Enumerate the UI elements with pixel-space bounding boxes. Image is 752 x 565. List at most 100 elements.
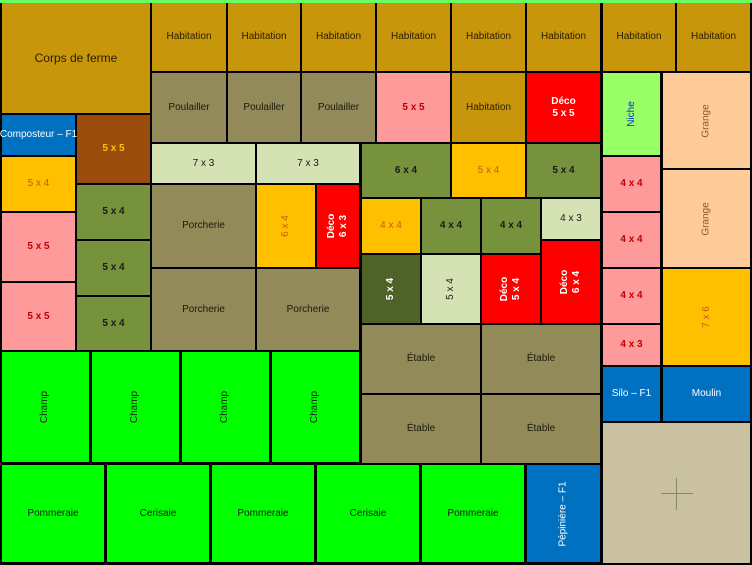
plot-label: Déco [551, 95, 576, 107]
plot: Déco 6 x 3 [317, 185, 359, 267]
plot: Pépinière – F1 [527, 465, 600, 562]
plot: Niche [603, 73, 660, 155]
plot: Habitation [452, 3, 525, 71]
plot: Champ [272, 352, 359, 462]
plot-text: Habitation [391, 31, 436, 43]
plot-text: 5 x 4 [102, 262, 124, 274]
plot-text: 5 x 4 [478, 165, 500, 177]
plot: Poulailler [152, 73, 226, 142]
plot: 4 x 4 [422, 199, 480, 253]
plot: Habitation [302, 3, 375, 71]
plot-label: Habitation [690, 31, 737, 42]
plot: Cerisaie [107, 465, 209, 562]
plot: 5 x 5 [77, 115, 150, 183]
plot-label: Habitation [465, 101, 512, 113]
plot-label: 5 x 4 [385, 277, 396, 301]
plot-text: 4 x 4 [620, 290, 642, 302]
plot: 6 x 4 [362, 144, 450, 197]
plot-label: Poulailler [168, 101, 210, 113]
plot: Grange [663, 170, 750, 267]
plot: 5 x 4 [77, 241, 150, 295]
plot-label: 6 x 4 [394, 164, 418, 176]
plot-label: Habitation [390, 31, 437, 42]
plot-text: Étable [407, 423, 435, 435]
plot-label: Composteur – F1 [0, 129, 78, 140]
plot-label: 4 x 4 [380, 220, 402, 231]
plot-text: 7 x 6 [701, 306, 713, 328]
plot-label: Habitation [465, 31, 512, 42]
plot-text: Champ [310, 391, 322, 423]
plot: 7 x 6 [663, 269, 750, 365]
plot-label: 6 x 4 [280, 215, 291, 237]
plot-text: 5 x 4 [552, 165, 574, 177]
plot-label: Moulin [691, 388, 722, 399]
plot-label: Niche [625, 101, 637, 127]
plot: Poulailler [228, 73, 300, 142]
plot: 7 x 3 [257, 144, 359, 183]
plot-text: Pommeraie [447, 508, 498, 520]
plot: Composteur – F1 [0, 115, 78, 155]
plot-text: Habitation [616, 31, 661, 43]
plot-text: Poulailler [318, 102, 359, 114]
plot-text: Grange [700, 104, 712, 137]
plot-text: Étable [527, 423, 555, 435]
plot-text: 4 x 4 [500, 220, 522, 232]
plot-label: 5 x 5 [27, 310, 50, 322]
plot-label: Silo – F1 [611, 388, 652, 399]
plot: 4 x 4 [482, 199, 540, 253]
plot-text: Habitation [691, 31, 736, 43]
plot-text: 5 x 4 [28, 178, 50, 190]
plot-text: Champ [130, 391, 142, 423]
plot-label: Porcherie [286, 303, 330, 315]
plot-text: Champ [40, 391, 52, 423]
plot-text: Moulin [692, 388, 721, 400]
plot-text: 7 x 3 [297, 158, 319, 170]
plot: Cerisaie [317, 465, 419, 562]
plot: 5 x 4 [2, 157, 75, 211]
plot: Porcherie [257, 269, 359, 350]
plot-label: Pommeraie [237, 507, 289, 519]
plot-label: Cerisaie [349, 507, 387, 519]
empty-plot [603, 423, 750, 563]
plot: Silo – F1 [603, 367, 660, 421]
plot-label: 5 x 5 [402, 101, 425, 113]
plot-label: 5 x 4 [102, 317, 125, 329]
plot-text: 4 x 4 [620, 178, 642, 190]
plot: 4 x 4 [603, 213, 660, 267]
plot: Déco 6 x 4 [542, 241, 600, 323]
plot-label: Pépinière – F1 [557, 480, 569, 547]
plot: 5 x 5 [2, 283, 75, 350]
plot-label: Étable [526, 423, 556, 434]
plot: Habitation [228, 3, 300, 71]
plot-text: Pépinière – F1 [557, 481, 569, 546]
plot-label: 4 x 3 [620, 339, 643, 350]
plot-text: 4 x 3 [560, 213, 582, 225]
plot-label: 7 x 3 [192, 157, 215, 169]
plot-text: 5 x 5 [102, 143, 124, 155]
top-strip [0, 0, 752, 3]
plot: 4 x 4 [603, 269, 660, 323]
plot: 5 x 4 [452, 144, 525, 197]
plot-label: 5 x 4 [102, 206, 125, 217]
plot-label: Habitation [315, 31, 362, 42]
plot-label: 4 x 4 [499, 220, 523, 231]
plot-text: Porcherie [182, 304, 225, 316]
plot-label: 7 x 3 [297, 157, 319, 169]
plot: Champ [2, 352, 89, 462]
plot: Étable [482, 325, 600, 393]
plot-text: Habitation [541, 31, 586, 43]
plot: Déco 5 x 4 [482, 255, 540, 323]
plus-v [676, 478, 677, 510]
plot-label: 4 x 4 [620, 290, 643, 301]
plot: Habitation [377, 3, 450, 71]
plot-text: Porcherie [182, 220, 225, 232]
plot-label: Champ [219, 390, 231, 424]
plot-label: 4 x 4 [620, 234, 643, 245]
plot: Champ [182, 352, 269, 462]
plot-text: 5 x 4 [102, 318, 124, 330]
plot-text: Habitation [241, 31, 286, 43]
plot-label: 5 x 4 [477, 164, 500, 176]
plot-text: 6 x 4 [395, 165, 417, 177]
plus-h [661, 493, 693, 494]
plot-text: Étable [407, 353, 435, 365]
